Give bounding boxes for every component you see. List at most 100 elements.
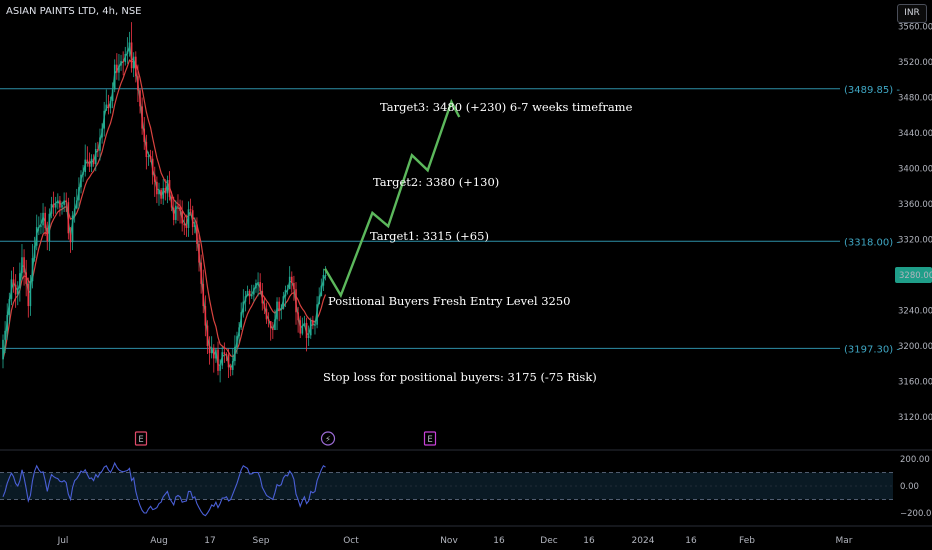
candle-body [189,209,192,211]
candle-body [2,339,4,360]
candle-body [25,272,27,284]
horizontal-levels[interactable]: (3489.85) - (3318.00) - (3197.30) - [0,80,900,357]
candle-body [105,104,108,111]
candle-body [116,64,118,73]
currency-button[interactable]: INR [897,4,927,23]
annotation-text: Target2: 3380 (+130) [373,175,499,189]
candle-body [48,213,51,242]
candle-body [52,204,55,208]
x-tick-label: 16 [685,536,697,546]
ema-slow-line [2,59,327,360]
candle-body [132,56,135,69]
candle-body [191,210,194,228]
candle-body [78,187,80,201]
candle-body [71,215,74,243]
time-axis[interactable]: Jul Aug 17 Sep Oct 16 Nov 16 Dec 2024 16 Feb Mar [0,525,932,546]
candle-body [223,352,226,354]
cci-oscillator-pane[interactable]: 200.00 0.00 −200.00 [0,449,932,519]
candle-body [301,325,304,334]
candle-body [305,322,308,339]
candle-body [139,90,141,107]
candle-body [160,189,162,199]
candle-body [143,128,146,142]
candle-body [111,89,114,102]
candle-body [246,290,249,297]
candle-body [12,279,15,285]
candle-body [128,42,131,52]
candle-body [8,298,11,315]
annotation-text: Positional Buyers Fresh Entry Level 3250 [328,294,570,308]
candle-body [65,200,68,203]
candle-body [288,276,291,290]
candle-body [40,225,42,228]
y-tick-label: 3560.00 [898,23,932,33]
candle-body [31,258,34,282]
candle-body [164,188,167,194]
candle-body [276,301,278,320]
candle-body [99,137,101,151]
candle-body [90,158,93,167]
candle-body [274,319,276,331]
candle-body [307,335,310,339]
candle-body [312,320,314,325]
annotations[interactable]: Target3: 3480 (+230) 6-7 weeks timeframe… [323,100,633,384]
last-price-label: 3280.00 [899,271,932,281]
symbol-title[interactable]: ASIAN PAINTS LTD, 4h, NSE [6,6,142,17]
candle-body [227,354,230,368]
candle-body [101,128,103,138]
ema-fast-line [2,45,327,370]
earnings-marker [134,431,148,446]
candle-body [187,209,190,228]
candle-body [299,320,302,334]
candle-body [320,285,323,297]
candle-body [168,180,171,197]
split-marker [320,431,336,446]
candle-body [206,325,209,346]
candle-body [27,283,30,307]
candle-body [282,296,285,309]
projection-path[interactable] [323,98,461,299]
price-axis[interactable]: 3560.00 3520.00 3480.00 3440.00 3400.00 3360.… [895,23,932,424]
candle-body [86,159,89,162]
candle-body [293,282,295,290]
osc-tick-label: 0.00 [900,482,919,492]
candle-body [202,283,205,307]
candle-body [267,319,270,322]
event-label: E [427,435,432,445]
level-label: (3318.00) - [844,237,900,248]
x-tick-label: 17 [204,536,215,546]
candle-body [130,42,133,69]
candle-body [263,303,266,309]
candle-body [67,202,70,234]
candle-body [29,281,32,307]
candle-body [80,174,82,188]
candle-body [82,172,84,175]
candle-body [309,320,312,336]
candle-body [120,61,122,66]
annotation-text: Stop loss for positional buyers: 3175 (-… [323,370,597,384]
candle-body [248,290,251,297]
candle-body [194,224,196,228]
x-tick-label: Feb [739,536,755,546]
x-tick-label: Sep [253,536,270,546]
x-tick-label: Nov [440,536,458,546]
y-tick-label: 3400.00 [898,165,932,175]
candle-body [196,224,198,244]
candle-body [200,262,202,284]
event-markers[interactable]: E ⚡ E [134,431,437,446]
candle-body [156,181,158,195]
candle-body [75,200,78,209]
candle-body [219,365,221,371]
candle-body [269,321,272,329]
event-label: ⚡ [325,435,331,445]
candle-body [46,227,49,242]
candle-body [88,161,91,167]
projection-line [323,98,461,299]
candle-body [54,203,57,208]
candle-body [113,64,116,90]
x-tick-label: Oct [343,536,359,546]
candle-body [225,353,228,355]
candle-body [97,148,99,151]
